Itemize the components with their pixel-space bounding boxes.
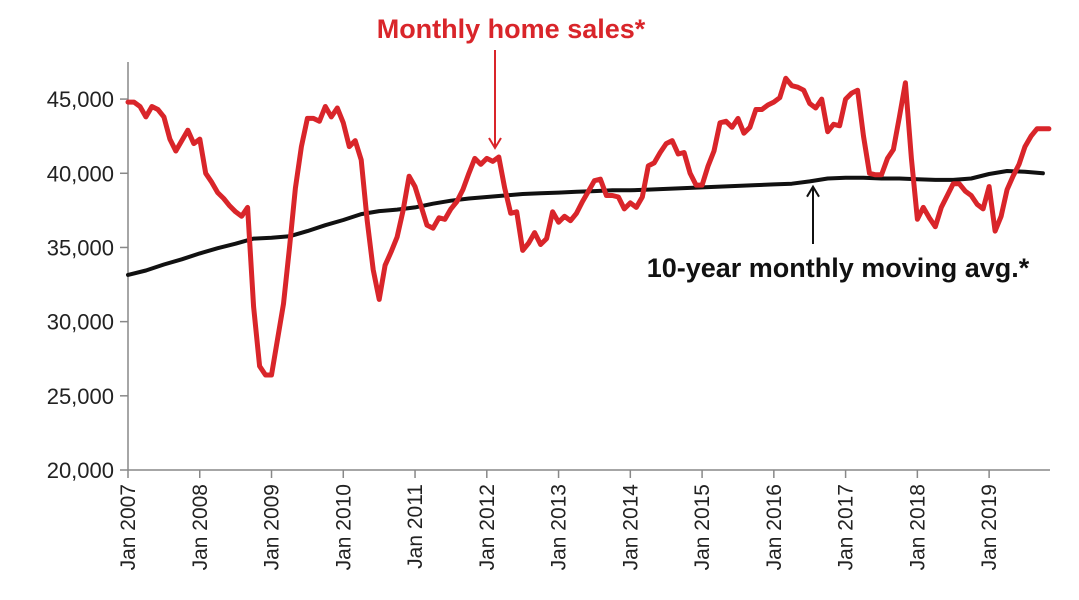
x-tick-label: Jan 2007 — [117, 484, 140, 570]
y-tick-label: 20,000 — [47, 458, 114, 483]
x-tick-label: Jan 2015 — [691, 484, 714, 570]
x-tick-label: Jan 2010 — [332, 484, 355, 570]
x-axis-ticks: Jan 2007 Jan 2008 Jan 2009 Jan 2010 Jan 2011… — [117, 470, 1001, 570]
x-tick-label: Jan 2016 — [763, 484, 786, 570]
x-tick-label: Jan 2011 — [404, 484, 427, 569]
y-axis-ticks: 20,000 25,000 30,000 35,000 40,000 45,000 — [47, 87, 128, 483]
annotation-10-year-monthly-moving-avg: 10-year monthly moving avg.* — [647, 253, 1030, 283]
x-tick-label: Jan 2014 — [619, 484, 642, 571]
x-tick-label: Jan 2019 — [978, 484, 1001, 570]
x-tick-label: Jan 2008 — [189, 484, 212, 570]
annotation-monthly-home-sales: Monthly home sales* — [377, 14, 646, 44]
y-tick-label: 40,000 — [47, 161, 114, 186]
series-layer — [125, 75, 1052, 378]
y-tick-label: 45,000 — [47, 87, 114, 112]
y-tick-label: 30,000 — [47, 310, 114, 335]
x-tick-label: Jan 2013 — [548, 484, 571, 570]
x-tick-label: Jan 2018 — [906, 484, 929, 570]
annotation-arrowhead — [806, 184, 820, 198]
annotation-layer: Monthly home sales* 10-year monthly movin… — [377, 14, 1030, 283]
plot-area: 20,000 25,000 30,000 35,000 40,000 45,000 Jan… — [47, 14, 1052, 570]
x-tick-label: Jan 2017 — [835, 484, 858, 570]
x-tick-label: Jan 2009 — [261, 484, 284, 570]
annotation-arrowhead — [488, 137, 502, 150]
series-line-monthly-home-sales — [125, 75, 1052, 378]
x-tick-label: Jan 2012 — [476, 484, 499, 570]
y-tick-label: 25,000 — [47, 384, 114, 409]
y-tick-label: 35,000 — [47, 235, 114, 260]
